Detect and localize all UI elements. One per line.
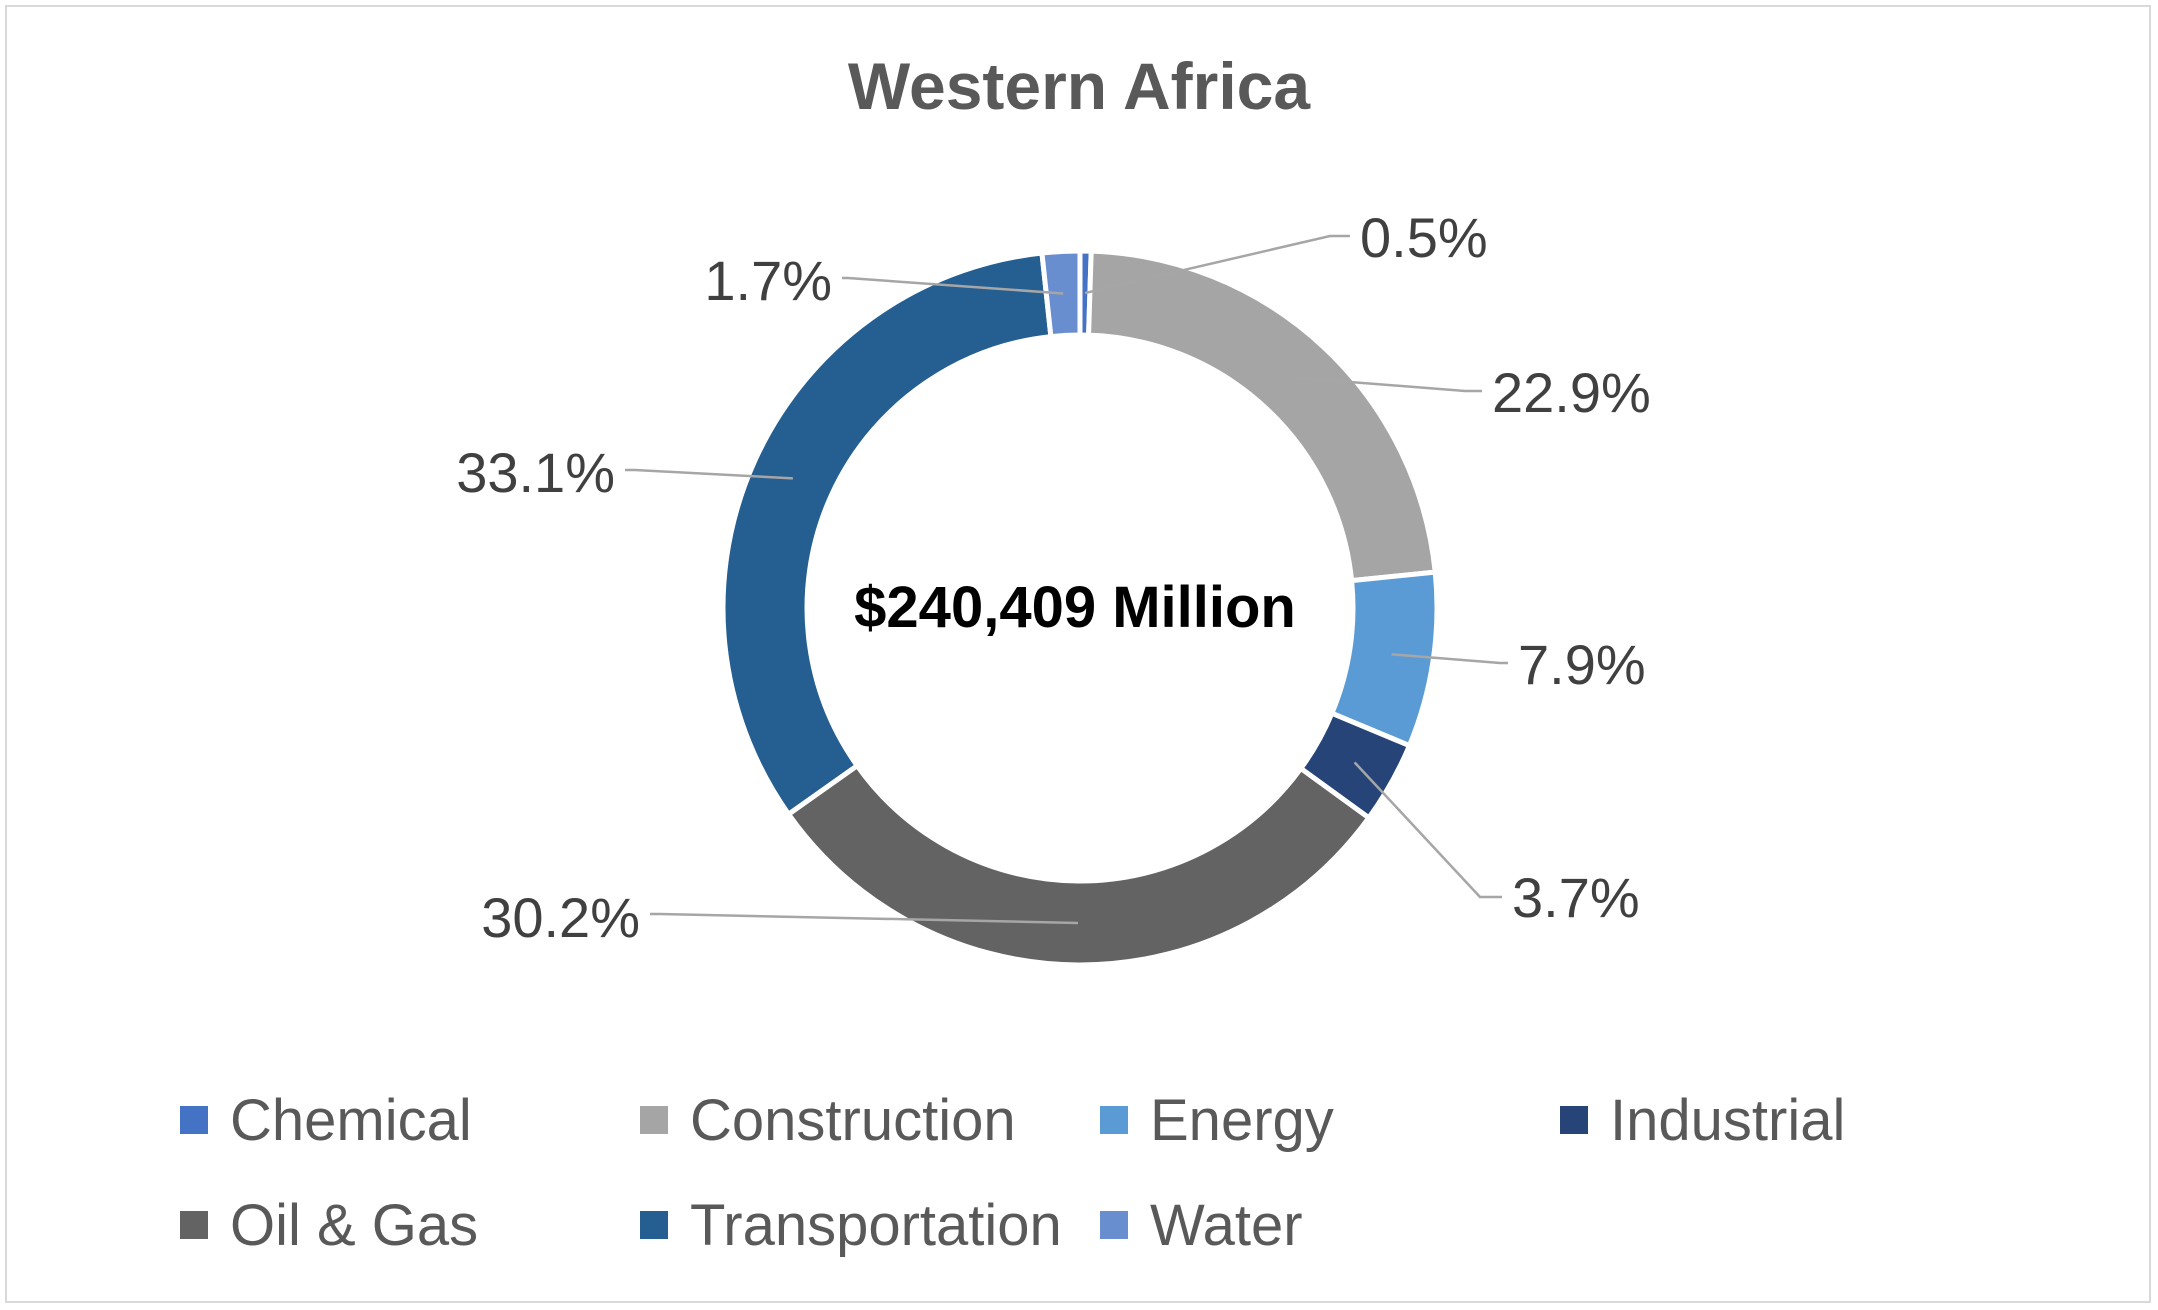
legend-label: Water <box>1150 1192 1303 1258</box>
leader-line-energy <box>1391 653 1508 665</box>
legend-item-chemical: Chemical <box>180 1085 472 1155</box>
data-label-energy: 7.9% <box>1518 633 1646 696</box>
legend-item-construction: Construction <box>640 1085 1016 1155</box>
legend-label: Construction <box>690 1087 1016 1153</box>
legend-swatch <box>1100 1106 1128 1134</box>
legend-item-energy: Energy <box>1100 1085 1334 1155</box>
slice-oil-and-gas <box>785 762 1373 968</box>
leader-line-construction <box>1294 376 1482 393</box>
legend-label: Oil & Gas <box>230 1192 479 1258</box>
legend-swatch <box>640 1106 668 1134</box>
legend-swatch <box>180 1106 208 1134</box>
data-label-construction: 22.9% <box>1492 361 1651 424</box>
leader-line-chemical <box>1084 234 1350 295</box>
legend-item-oil-and-gas: Oil & Gas <box>180 1190 478 1260</box>
chart-frame <box>5 5 2151 1303</box>
leader-line-industrial <box>1353 761 1502 899</box>
legend-item-industrial: Industrial <box>1560 1085 1845 1155</box>
data-label-transportation: 33.1% <box>456 441 615 504</box>
legend-label: Energy <box>1150 1087 1334 1153</box>
legend-swatch <box>1100 1211 1128 1239</box>
center-total-label: $240,409 Million <box>854 575 1296 640</box>
legend-swatch <box>640 1211 668 1239</box>
leader-line-transportation <box>625 468 793 480</box>
slice-transportation <box>720 250 1054 818</box>
legend-label: Industrial <box>1610 1087 1846 1153</box>
slice-construction <box>1086 248 1438 584</box>
legend-label: Chemical <box>230 1087 472 1153</box>
data-label-chemical: 0.5% <box>1360 206 1488 269</box>
leader-line-oil-and-gas <box>650 912 1079 925</box>
data-label-oil-and-gas: 30.2% <box>481 886 640 949</box>
data-label-industrial: 3.7% <box>1512 866 1640 929</box>
leader-line-water <box>842 276 1064 295</box>
legend-swatch <box>180 1211 208 1239</box>
chart-title: Western Africa <box>847 49 1311 123</box>
legend-swatch <box>1560 1106 1588 1134</box>
legend-item-transportation: Transportation <box>640 1190 1062 1260</box>
legend-label: Transportation <box>690 1192 1062 1258</box>
legend-item-water: Water <box>1100 1190 1303 1260</box>
data-label-water: 1.7% <box>704 249 832 312</box>
